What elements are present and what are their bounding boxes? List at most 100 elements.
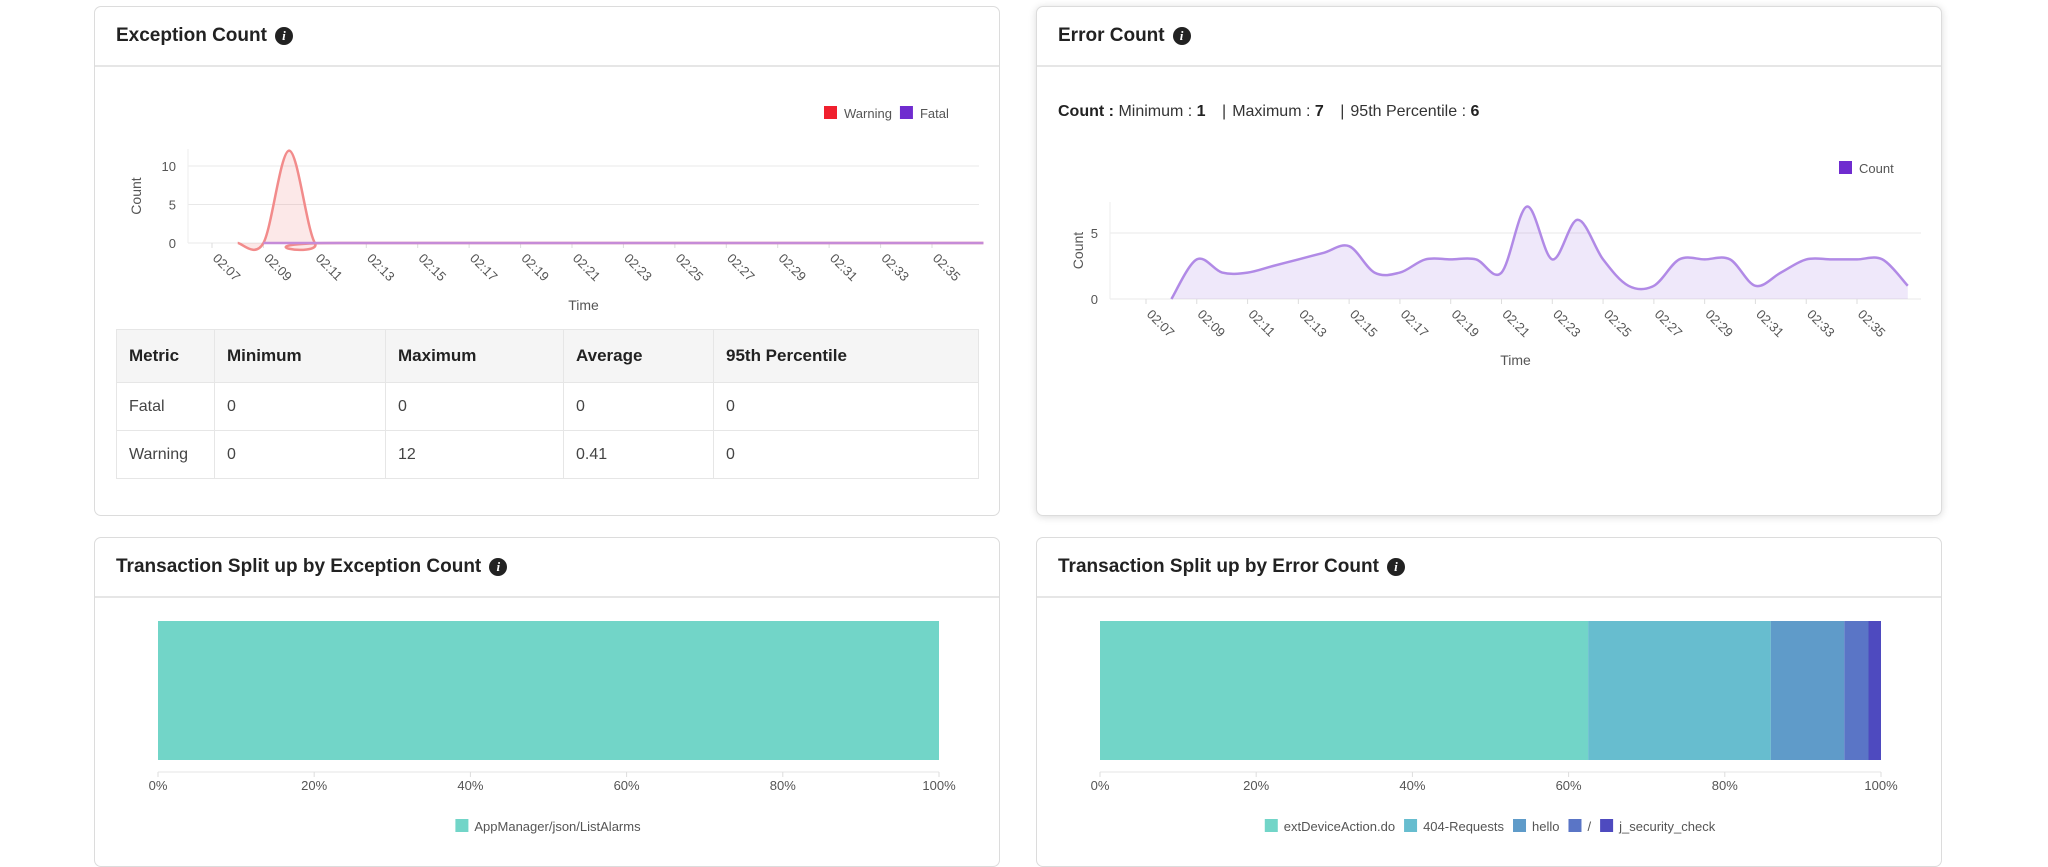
table-header-row: Metric Minimum Maximum Average 95th Perc… [116,329,979,383]
x-tick-label: 02:33 [878,251,912,285]
legend-label: Count [1859,161,1894,176]
column-header: Minimum [214,329,386,383]
info-icon[interactable]: i [274,27,293,45]
x-tick-label: 02:29 [776,251,810,285]
x-tick-label: 100% [922,778,956,793]
table-cell: 12 [385,430,564,479]
x-axis-label: Time [568,297,599,313]
summary-max-value: 7 [1314,103,1324,120]
x-tick-label: 02:15 [416,251,450,285]
exception-count-chart: 0 5 10 02:07 02:09 02:11 02:13 02:15 02:17 02:19 0… [128,106,984,313]
x-tick-label: 02:33 [1804,307,1838,341]
card-header: Transaction Split up by Exception Count i [95,538,999,598]
legend-label: Fatal [920,106,949,121]
card-header: Transaction Split up by Error Count i [1037,538,1941,598]
card-header: Error Count i [1037,7,1941,67]
info-icon[interactable]: i [1386,558,1405,576]
x-tick-label: 02:11 [313,251,346,284]
x-tick-label: 02:19 [1449,307,1483,341]
exception-split-chart: 0% 20% 40% 60% 80% 100% AppManager/json/ListAl… [149,621,956,834]
column-header: Average [563,329,714,383]
series-area-count [1171,206,1908,299]
legend-swatch [899,106,913,119]
table-row: Warning 0 12 0.41 0 [116,430,979,479]
legend-label: hello [1532,819,1559,834]
legend-label: 404-Requests [1423,819,1504,834]
x-tick-label: 02:35 [1855,307,1889,341]
legend-swatch [1568,819,1582,832]
transaction-split-exception-card: Transaction Split up by Exception Count i… [94,537,1000,867]
legend-label: extDeviceAction.do [1284,819,1395,834]
x-tick-label: 02:19 [518,251,552,285]
legend-swatch [455,819,469,832]
summary-p95-value: 6 [1470,103,1480,120]
legend-label: AppManager/json/ListAlarms [474,819,641,834]
column-header: Metric [116,329,215,383]
x-tick-label: 02:17 [1398,307,1432,341]
x-tick-label: 02:35 [930,251,964,285]
table-cell: 0 [713,430,979,479]
x-tick-label: 02:27 [1652,307,1686,341]
bar-segment [1770,621,1845,760]
x-tick-label: 02:29 [1703,307,1737,341]
legend-swatch [824,106,837,119]
x-tick-label: 02:13 [1296,307,1330,341]
series-line-warning [237,149,984,252]
table-row: Fatal 0 0 0 0 [116,382,979,431]
series-area-warning [237,150,984,250]
x-tick-label: 02:23 [1550,307,1584,341]
x-tick-label: 02:21 [570,251,604,285]
x-tick-label: 02:17 [467,251,501,285]
exception-metrics-table: Metric Minimum Maximum Average 95th Perc… [116,329,979,479]
y-tick-label: 5 [169,198,176,213]
card-title: Exception Count [116,25,267,46]
x-tick-label: 80% [1712,778,1738,793]
card-title: Transaction Split up by Exception Count [116,556,482,577]
y-axis-label: Count [1070,232,1086,269]
summary-min-value: 1 [1196,103,1206,120]
x-tick-label: 20% [301,778,327,793]
x-tick-label: 02:07 [210,251,244,285]
x-tick-label: 02:25 [673,251,707,285]
legend-swatch [1264,819,1278,832]
card-header: Exception Count i [95,7,999,67]
bar-segment [1100,621,1589,760]
y-tick-label: 0 [169,236,176,251]
summary-label: Count : [1058,103,1114,120]
x-tick-label: 0% [149,778,168,793]
legend-swatch [1600,819,1614,832]
series-line-count [1170,205,1909,300]
y-tick-label: 10 [162,159,176,174]
x-tick-label: 0% [1091,778,1110,793]
x-tick-label: 02:07 [1144,307,1178,341]
error-split-chart: 0% 20% 40% 60% 80% 100% extDeviceAction.do 404-… [1091,621,1898,834]
card-title: Error Count [1058,25,1165,46]
error-count-card: Error Count i Count : Minimum : 1 | Maximu… [1036,6,1942,516]
summary-min-label: Minimum : [1118,103,1193,120]
x-tick-label: 60% [1556,778,1582,793]
legend-label: j_security_check [1618,819,1716,834]
x-tick-label: 02:15 [1347,307,1381,341]
legend-swatch [1839,161,1852,174]
y-axis-label: Count [128,177,144,214]
x-tick-label: 02:23 [621,251,655,285]
x-tick-label: 60% [614,778,640,793]
x-tick-label: 02:25 [1601,307,1635,341]
legend-label: Warning [844,106,892,121]
x-tick-label: 02:27 [724,251,758,285]
error-count-chart: 0 5 02:07 02:09 02:11 02:13 02:15 02:17 02:19 02:… [1070,161,1921,368]
info-icon[interactable]: i [1172,27,1191,45]
x-tick-label: 02:21 [1499,307,1533,341]
table-cell: Fatal [116,382,215,431]
exception-count-card: Exception Count i 0 5 10 02:07 02:09 02:11 02:1… [94,6,1000,516]
x-tick-label: 02:09 [1195,307,1229,341]
summary-p95-label: 95th Percentile : [1350,103,1467,120]
column-header: 95th Percentile [713,329,979,383]
info-icon[interactable]: i [489,558,508,576]
bar-segment [1868,621,1881,760]
table-cell: 0.41 [563,430,714,479]
x-axis-label: Time [1500,352,1531,368]
bar-segment [158,621,939,760]
x-tick-label: 02:11 [1245,307,1278,340]
error-summary: Count : Minimum : 1 | Maximum : 7 | 95th P… [1058,103,1480,120]
